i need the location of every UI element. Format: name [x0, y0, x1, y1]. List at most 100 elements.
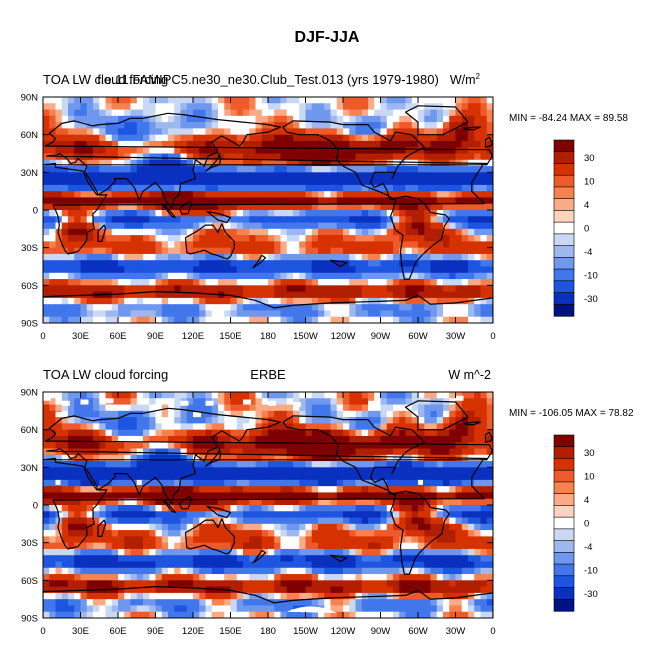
field-cell	[249, 310, 256, 317]
field-cell	[362, 122, 369, 129]
field-cell	[118, 549, 125, 556]
field-cell	[268, 562, 275, 569]
field-cell	[443, 204, 450, 211]
field-cell	[337, 467, 344, 474]
field-cell	[318, 524, 325, 531]
field-cell	[449, 474, 456, 481]
field-cell	[237, 543, 244, 550]
field-cell	[168, 568, 175, 575]
field-cell	[287, 260, 294, 267]
field-cell	[81, 304, 88, 311]
panel-model-units-sup: 2	[476, 72, 481, 81]
field-cell	[249, 160, 256, 167]
field-cell	[206, 241, 213, 248]
field-cell	[224, 580, 231, 587]
field-cell	[193, 442, 200, 449]
field-cell	[337, 185, 344, 192]
field-cell	[149, 536, 156, 543]
field-cell	[387, 273, 394, 280]
field-cell	[218, 455, 225, 462]
field-cell	[124, 580, 131, 587]
field-cell	[368, 568, 375, 575]
field-cell	[287, 405, 294, 412]
field-cell	[362, 392, 369, 399]
field-cell	[462, 166, 469, 173]
field-cell	[324, 122, 331, 129]
field-cell	[449, 524, 456, 531]
field-cell	[274, 474, 281, 481]
field-cell	[399, 310, 406, 317]
colorbar-swatch	[554, 269, 574, 281]
field-cell	[49, 474, 56, 481]
field-cell	[231, 260, 238, 267]
field-cell	[293, 518, 300, 525]
field-cell	[87, 147, 94, 154]
field-cell	[331, 505, 338, 512]
field-cell	[356, 267, 363, 274]
field-cell	[381, 279, 388, 286]
field-cell	[349, 128, 356, 135]
field-cell	[112, 135, 119, 142]
field-cell	[481, 398, 488, 405]
field-cell	[424, 461, 431, 468]
field-cell	[343, 235, 350, 242]
field-cell	[468, 135, 475, 142]
field-cell	[99, 241, 106, 248]
field-cell	[362, 235, 369, 242]
field-cell	[174, 122, 181, 129]
field-cell	[349, 417, 356, 424]
field-cell	[456, 279, 463, 286]
field-cell	[62, 191, 69, 198]
field-cell	[181, 455, 188, 462]
field-cell	[262, 492, 269, 499]
field-cell	[231, 160, 238, 167]
field-cell	[287, 555, 294, 562]
field-cell	[237, 562, 244, 569]
field-cell	[299, 216, 306, 223]
field-cell	[118, 279, 125, 286]
field-cell	[43, 449, 50, 456]
field-cell	[174, 229, 181, 236]
field-cell	[74, 103, 81, 110]
field-cell	[224, 461, 231, 468]
field-cell	[268, 580, 275, 587]
field-cell	[324, 536, 331, 543]
field-cell	[106, 216, 113, 223]
field-cell	[337, 273, 344, 280]
field-cell	[406, 524, 413, 531]
field-cell	[274, 436, 281, 443]
field-cell	[462, 279, 469, 286]
field-cell	[306, 135, 313, 142]
field-cell	[406, 562, 413, 569]
field-cell	[399, 580, 406, 587]
field-cell	[418, 511, 425, 518]
field-cell	[224, 160, 231, 167]
field-cell	[243, 436, 250, 443]
field-cell	[343, 423, 350, 430]
field-cell	[249, 229, 256, 236]
field-cell	[99, 580, 106, 587]
field-cell	[274, 197, 281, 204]
field-cell	[324, 511, 331, 518]
field-cell	[99, 442, 106, 449]
field-cell	[137, 310, 144, 317]
field-cell	[299, 260, 306, 267]
field-cell	[187, 304, 194, 311]
field-cell	[156, 511, 163, 518]
field-cell	[168, 191, 175, 198]
field-cell	[374, 555, 381, 562]
field-cell	[81, 392, 88, 399]
field-cell	[124, 210, 131, 217]
field-cell	[387, 241, 394, 248]
field-cell	[74, 505, 81, 512]
field-cell	[306, 417, 313, 424]
field-cell	[306, 185, 313, 192]
field-cell	[49, 292, 56, 299]
field-cell	[231, 97, 238, 104]
field-cell	[343, 417, 350, 424]
field-cell	[299, 310, 306, 317]
field-cell	[324, 417, 331, 424]
field-cell	[206, 229, 213, 236]
field-cell	[243, 267, 250, 274]
field-cell	[143, 568, 150, 575]
